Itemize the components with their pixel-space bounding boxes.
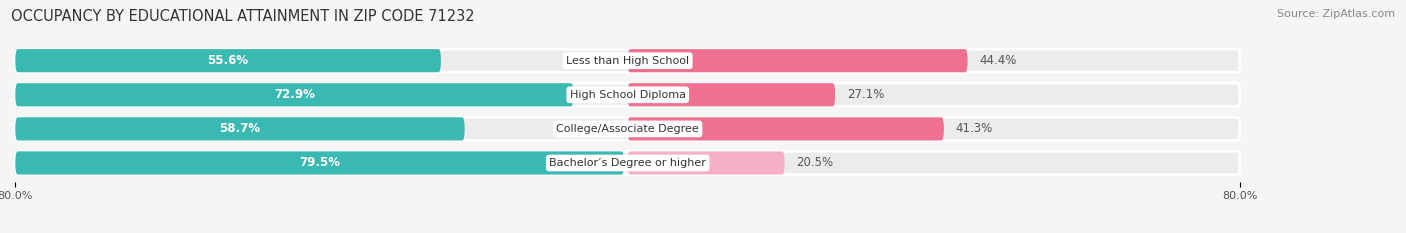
Text: High School Diploma: High School Diploma bbox=[569, 90, 686, 100]
Text: Less than High School: Less than High School bbox=[567, 56, 689, 66]
FancyBboxPatch shape bbox=[15, 83, 574, 106]
FancyBboxPatch shape bbox=[15, 151, 624, 175]
FancyBboxPatch shape bbox=[15, 117, 464, 140]
Text: College/Associate Degree: College/Associate Degree bbox=[557, 124, 699, 134]
Text: 55.6%: 55.6% bbox=[208, 54, 249, 67]
Text: 72.9%: 72.9% bbox=[274, 88, 315, 101]
FancyBboxPatch shape bbox=[15, 117, 1240, 140]
Text: Source: ZipAtlas.com: Source: ZipAtlas.com bbox=[1277, 9, 1395, 19]
Text: 44.4%: 44.4% bbox=[979, 54, 1017, 67]
Text: 79.5%: 79.5% bbox=[299, 157, 340, 169]
FancyBboxPatch shape bbox=[627, 83, 835, 106]
FancyBboxPatch shape bbox=[15, 83, 1240, 106]
Text: OCCUPANCY BY EDUCATIONAL ATTAINMENT IN ZIP CODE 71232: OCCUPANCY BY EDUCATIONAL ATTAINMENT IN Z… bbox=[11, 9, 475, 24]
FancyBboxPatch shape bbox=[15, 49, 441, 72]
FancyBboxPatch shape bbox=[627, 151, 785, 175]
Text: 58.7%: 58.7% bbox=[219, 122, 260, 135]
Text: 27.1%: 27.1% bbox=[846, 88, 884, 101]
FancyBboxPatch shape bbox=[15, 151, 1240, 175]
FancyBboxPatch shape bbox=[15, 49, 1240, 72]
Text: 20.5%: 20.5% bbox=[796, 157, 834, 169]
Text: 41.3%: 41.3% bbox=[955, 122, 993, 135]
Text: Bachelor’s Degree or higher: Bachelor’s Degree or higher bbox=[550, 158, 706, 168]
FancyBboxPatch shape bbox=[627, 49, 967, 72]
FancyBboxPatch shape bbox=[627, 117, 943, 140]
